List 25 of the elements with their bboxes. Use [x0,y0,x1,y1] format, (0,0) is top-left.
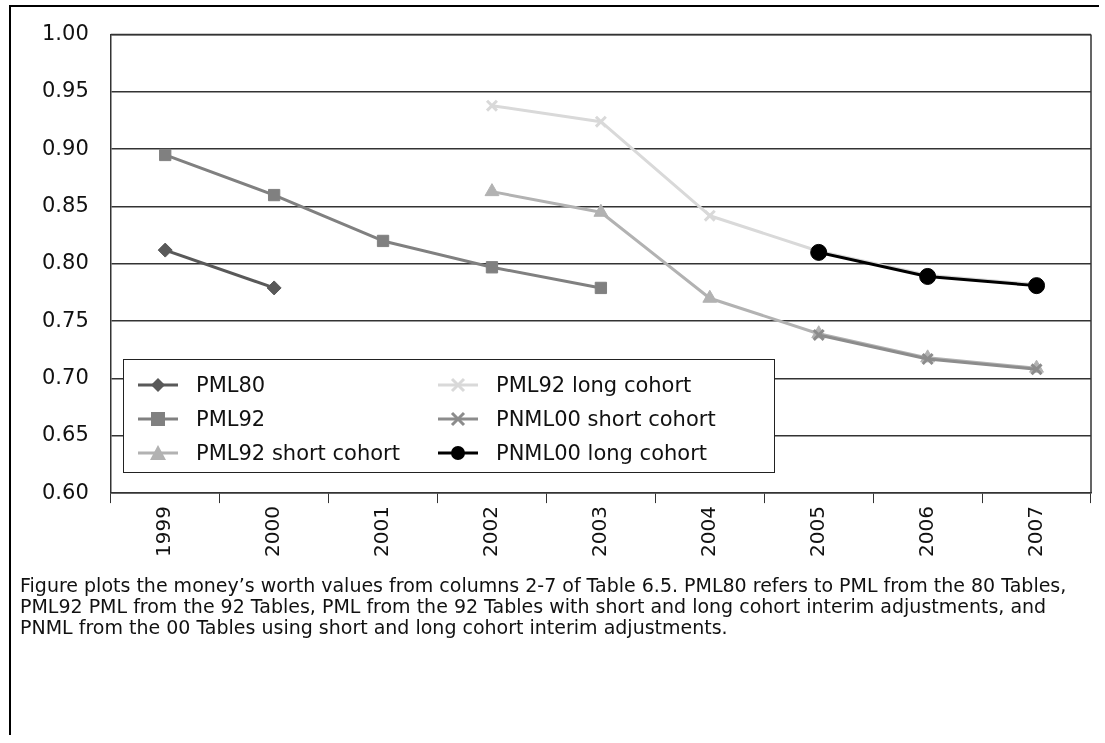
x-tick-label: 2000 [260,506,285,558]
text: Figure plots the money’s worth values from columns 2-7 of Table 6.5. PML80 refers to PML from the 80 Tables, PML92 PML from the 92 Tables, PML from the 92 Tables with short and long cohort interim adjustments, and PNML from the 00 Tables using short and long cohort interim adjustments. [20,574,1068,638]
y-tick-label: 0.95 [41,78,89,103]
y-tick-label: 0.60 [41,479,89,504]
x-tick-label: 2007 [1022,506,1047,558]
x-tick-label: 2006 [913,506,938,558]
legend-label: PML92 short cohort [196,441,400,465]
y-tick-label: 0.90 [41,135,89,160]
y-tick-label: 1.00 [41,21,89,46]
y-tick-label: 0.85 [41,192,89,217]
x-tick-label: 1999 [151,506,176,558]
legend-label: PNML00 short cohort [496,407,716,431]
legend-label: PNML00 long cohort [496,441,708,465]
y-tick-label: 0.80 [41,250,89,275]
x-tick-label: 2001 [369,506,394,558]
legend-label: PML92 long cohort [496,373,692,397]
x-tick-label: 2002 [478,506,503,558]
y-tick-label: 0.75 [41,307,89,332]
y-tick-label: 0.70 [41,364,89,389]
x-tick-label: 2005 [804,506,829,558]
legend-label: PML80 [196,373,266,397]
legend-label: PML92 [196,407,266,431]
x-tick-label: 2004 [696,506,720,558]
x-tick-label: 2003 [587,506,612,558]
y-tick-label: 0.65 [41,422,89,447]
